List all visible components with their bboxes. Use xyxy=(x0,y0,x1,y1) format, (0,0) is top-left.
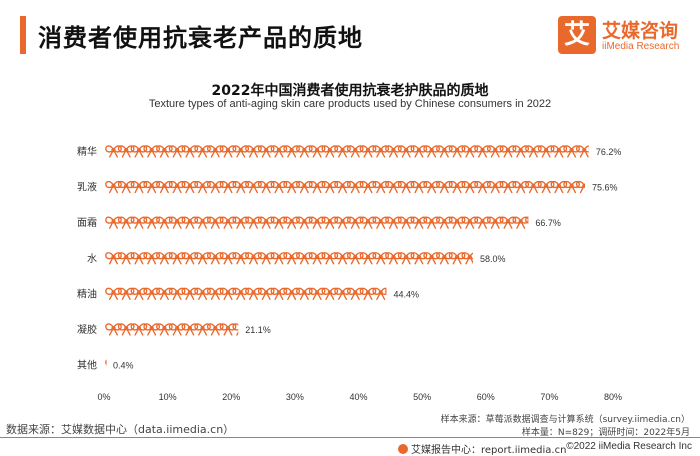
pictogram-bar xyxy=(105,252,474,265)
x-tick-label: 20% xyxy=(222,392,240,402)
bar-row: 凝胶 21.1% xyxy=(77,323,271,336)
copyright: ©2022 iiMedia Research Inc xyxy=(566,441,692,452)
bar-row: 其他 0.4% xyxy=(77,359,134,372)
data-source: 数据来源：艾媒数据中心（data.iimedia.cn） xyxy=(6,423,235,436)
value-label: 21.1% xyxy=(245,325,271,335)
sample-size: 样本量：N=829；调研时间：2022年5月 xyxy=(521,428,690,438)
value-label: 44.4% xyxy=(393,289,419,299)
category-label: 面霜 xyxy=(77,217,97,229)
bar-row: 乳液 75.6% xyxy=(77,181,618,194)
logo-cn-text: 艾媒咨询 xyxy=(602,20,679,42)
value-label: 76.2% xyxy=(596,147,622,157)
logo-icon: 艾 xyxy=(558,16,596,54)
x-tick-label: 70% xyxy=(540,392,558,402)
category-label: 乳液 xyxy=(77,181,97,194)
category-label: 水 xyxy=(87,253,97,265)
chart-title: 2022年中国消费者使用抗衰老护肤品的质地 xyxy=(211,83,489,99)
bar-row: 精油 44.4% xyxy=(77,287,419,300)
report-center-icon xyxy=(398,444,408,454)
bar-row: 精华 76.2% xyxy=(77,145,621,158)
x-tick-label: 10% xyxy=(159,392,177,402)
pictogram-bar xyxy=(105,287,387,301)
logo-en-text: iiMedia Research xyxy=(602,41,680,52)
report-center: 艾媒报告中心：report.iimedia.cn xyxy=(398,441,566,456)
sample-source: 样本来源：草莓派数据调查与计算系统（survey.iimedia.cn） xyxy=(440,415,690,425)
value-label: 58.0% xyxy=(480,254,506,264)
x-tick-label: 50% xyxy=(413,392,431,402)
pictogram-bar xyxy=(105,145,589,158)
value-label: 75.6% xyxy=(592,183,618,193)
value-label: 0.4% xyxy=(113,361,134,371)
category-label: 其他 xyxy=(77,359,97,372)
x-tick-label: 40% xyxy=(349,392,367,402)
chart-subtitle: Texture types of anti-aging skin care pr… xyxy=(148,98,552,110)
x-tick-label: 80% xyxy=(604,392,622,402)
x-tick-label: 30% xyxy=(286,392,304,402)
pictogram-bar xyxy=(105,323,239,336)
bar-row: 水 58.0% xyxy=(87,252,506,265)
x-tick-label: 0% xyxy=(97,392,110,402)
brand-logo: 艾 艾媒咨询 iiMedia Research xyxy=(558,16,686,56)
bar-row: 面霜 66.7% xyxy=(77,216,561,229)
x-tick-label: 60% xyxy=(477,392,495,402)
report-center-text: 艾媒报告中心：report.iimedia.cn xyxy=(411,445,567,456)
pictogram-bar-chart: 精华 76.2% 乳液 75.6% 面霜 66.7% 水 58.0% 精油 44.4% 凝胶 21.1… xyxy=(77,145,622,402)
page-title: 消费者使用抗衰老产品的质地 xyxy=(38,24,363,52)
footer-divider xyxy=(0,437,700,438)
pictogram-bar xyxy=(105,216,529,229)
pictogram-bar xyxy=(105,180,586,194)
value-label: 66.7% xyxy=(535,218,561,228)
title-accent-bar xyxy=(20,16,26,54)
category-label: 精华 xyxy=(77,145,97,158)
category-label: 精油 xyxy=(77,287,97,300)
category-label: 凝胶 xyxy=(77,323,97,336)
